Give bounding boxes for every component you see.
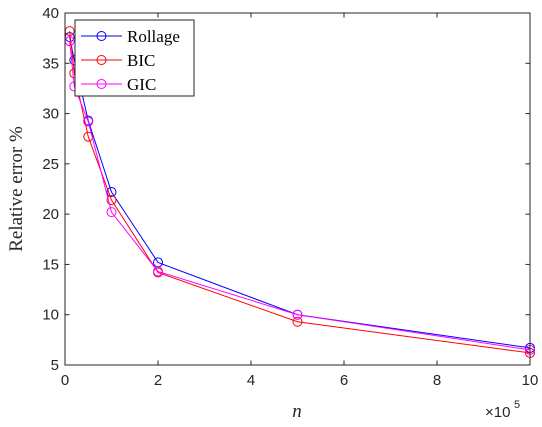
- y-tick-label: 30: [42, 106, 59, 123]
- y-axis-label: Relative error %: [6, 126, 27, 252]
- y-tick-label: 40: [42, 5, 59, 22]
- legend: Rollage BIC GIC: [74, 19, 195, 97]
- data-point: [83, 131, 94, 142]
- y-tick-label: 20: [42, 206, 59, 223]
- y-tick-label: 25: [42, 156, 59, 173]
- series-line: [69, 41, 531, 351]
- x-multiplier-base: ×10: [485, 404, 510, 421]
- legend-item: GIC: [81, 75, 156, 94]
- legend-item: Rollage: [81, 27, 180, 46]
- data-point: [292, 316, 303, 327]
- plot-frame: [64, 12, 531, 366]
- ticks-layer: 0 2 4 6 8 10 5 10 15 20 25 30 35 40: [42, 5, 538, 389]
- x-tick-label: 6: [340, 372, 348, 389]
- y-tick-label: 5: [51, 357, 59, 374]
- x-tick-label: 2: [154, 372, 162, 389]
- data-point: [83, 116, 94, 127]
- x-axis-label: n: [292, 401, 302, 422]
- legend-marker: [96, 55, 107, 65]
- data-point: [106, 187, 117, 198]
- x-multiplier-exponent: 5: [514, 399, 520, 411]
- legend-marker: [96, 79, 107, 89]
- y-tick-label: 35: [42, 55, 59, 72]
- y-tick-label: 15: [42, 256, 59, 273]
- legend-label: Rollage: [127, 27, 180, 46]
- legend-box: [74, 19, 195, 97]
- y-tick-label: 10: [42, 307, 59, 324]
- legend-marker: [96, 31, 107, 41]
- x-tick-label: 4: [247, 372, 255, 389]
- x-tick-label: 8: [433, 372, 441, 389]
- data-point: [106, 195, 117, 206]
- series-layer: [64, 26, 535, 358]
- data-point: [153, 266, 163, 277]
- data-point: [106, 207, 117, 218]
- legend-item: BIC: [81, 51, 155, 70]
- x-tick-label: 0: [61, 372, 69, 389]
- data-point: [292, 309, 303, 320]
- x-tick-label: 10: [522, 372, 539, 389]
- series-line: [69, 31, 531, 354]
- legend-label: BIC: [127, 51, 155, 70]
- legend-label: GIC: [127, 75, 156, 94]
- x-multiplier: ×10 5: [485, 399, 520, 421]
